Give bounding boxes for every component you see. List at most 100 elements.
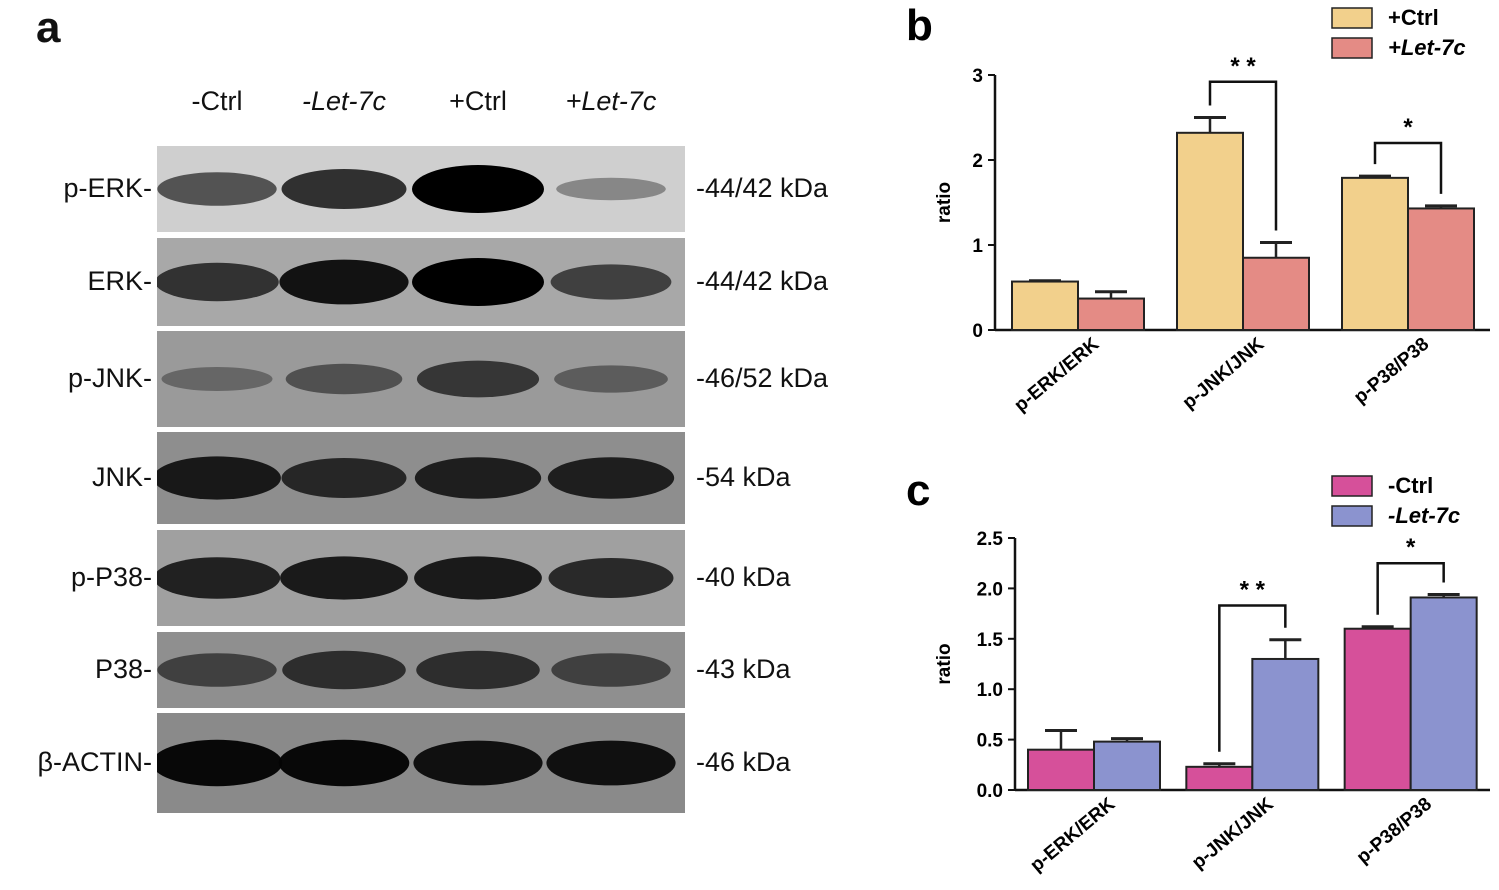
bar	[1343, 627, 1412, 791]
significance-label: * *	[1230, 53, 1256, 80]
legend-label: +Ctrl	[1388, 5, 1439, 30]
y-tick-label: 3	[972, 66, 983, 87]
significance-label: * *	[1240, 577, 1266, 604]
protein-band	[412, 165, 544, 213]
bar	[1077, 297, 1145, 331]
lane-label: -Ctrl	[191, 86, 243, 116]
protein-band	[416, 650, 540, 690]
protein-band	[279, 259, 409, 305]
y-tick-label: 2	[972, 151, 983, 172]
legend-swatch	[1331, 475, 1373, 497]
protein-band	[281, 458, 407, 498]
protein-band	[416, 360, 540, 398]
lane-label: +Let-7c	[565, 86, 657, 116]
significance-bracket	[1376, 561, 1445, 615]
bar-chart-b: b +Ctrl +Let-7c 0 1 2 3 ratio p-ERK/ERK p-JNK/JNK…	[906, 1, 1490, 417]
bar	[1407, 207, 1475, 331]
protein-band	[412, 258, 544, 306]
bar	[1242, 256, 1310, 331]
protein-band	[548, 558, 674, 598]
category-label: p-P38/P38	[1350, 334, 1433, 408]
protein-band	[278, 739, 410, 787]
molecular-weight-label: -54 kDa	[696, 462, 791, 492]
legend-swatch	[1331, 37, 1373, 59]
protein-band	[413, 740, 543, 786]
blot-strip	[157, 432, 685, 524]
molecular-weight-label: -43 kDa	[696, 654, 791, 684]
bar	[1341, 176, 1409, 331]
lane-label: +Ctrl	[449, 86, 507, 116]
protein-band	[285, 363, 403, 395]
molecular-weight-label: -44/42 kDa	[696, 266, 829, 296]
protein-band	[157, 172, 277, 206]
blot-strip	[157, 530, 685, 626]
molecular-weight-label: -40 kDa	[696, 562, 791, 592]
protein-label: P38-	[94, 654, 152, 684]
bar	[1185, 765, 1254, 792]
blot-strip	[157, 713, 685, 813]
legend-swatch	[1331, 505, 1373, 527]
western-blot-panel: a -Ctrl -Let-7c +Ctrl +Let-7c p-ERK- -44/42 …	[36, 3, 829, 813]
molecular-weight-label: -46 kDa	[696, 747, 791, 777]
protein-label: JNK-	[92, 462, 152, 492]
protein-band	[550, 264, 672, 300]
blot-strip	[157, 632, 685, 708]
category-label: p-JNK/JNK	[1188, 794, 1278, 874]
bar	[1409, 596, 1478, 791]
protein-label: p-P38-	[70, 562, 152, 592]
y-tick-label: 2.0	[977, 579, 1003, 600]
bar	[1011, 280, 1079, 331]
protein-label: p-JNK-	[67, 363, 152, 393]
molecular-weight-label: -44/42 kDa	[696, 173, 829, 203]
protein-band	[157, 456, 281, 500]
category-label: p-P38/P38	[1353, 794, 1436, 868]
lane-label: -Let-7c	[301, 86, 387, 116]
legend-label: +Let-7c	[1388, 35, 1466, 60]
protein-band	[157, 653, 277, 687]
significance-bracket	[1373, 141, 1443, 194]
y-tick-label: 0.5	[977, 731, 1004, 752]
y-tick-label: 0.0	[977, 781, 1003, 802]
protein-band	[282, 650, 406, 690]
protein-band	[546, 740, 676, 786]
legend-label: -Ctrl	[1388, 473, 1433, 498]
protein-label: ERK-	[87, 266, 152, 296]
protein-band	[280, 556, 408, 600]
protein-band	[161, 367, 273, 391]
protein-band	[281, 169, 407, 209]
category-label: p-ERK/ERK	[1010, 334, 1103, 417]
protein-band	[157, 262, 279, 302]
significance-bracket	[1218, 604, 1287, 752]
protein-label: p-ERK-	[63, 173, 152, 203]
molecular-weight-label: -46/52 kDa	[696, 363, 829, 393]
bar	[1027, 748, 1095, 791]
category-label: p-JNK/JNK	[1179, 334, 1269, 414]
panel-letter-c: c	[906, 466, 930, 515]
panel-letter-b: b	[906, 1, 933, 50]
protein-band	[414, 556, 542, 600]
y-axis-label: ratio	[934, 643, 955, 684]
significance-label: *	[1406, 534, 1416, 561]
significance-label: *	[1403, 114, 1413, 141]
legend-label: -Let-7c	[1388, 503, 1460, 528]
protein-label: β-ACTIN-	[37, 747, 152, 777]
category-label: p-ERK/ERK	[1026, 794, 1119, 877]
y-tick-label: 1.5	[977, 630, 1004, 651]
protein-band	[556, 177, 666, 201]
protein-band	[547, 457, 675, 499]
y-tick-label: 0	[972, 321, 983, 342]
protein-band	[157, 739, 283, 787]
significance-bracket	[1208, 80, 1278, 231]
blot-strip	[157, 238, 685, 326]
bar-chart-c: c -Ctrl -Let-7c 0.0 0.5 1.0 1.5 2.0 2.5 ratio p-ER…	[906, 466, 1490, 877]
y-tick-label: 1.0	[977, 680, 1003, 701]
protein-band	[157, 557, 281, 599]
panel-letter-a: a	[36, 3, 61, 52]
legend-swatch	[1331, 7, 1373, 29]
blot-strip	[157, 331, 685, 427]
y-tick-label: 2.5	[977, 529, 1004, 550]
y-axis-label: ratio	[934, 182, 955, 223]
bar	[1176, 131, 1244, 331]
protein-band	[414, 457, 542, 499]
protein-band	[551, 653, 671, 687]
